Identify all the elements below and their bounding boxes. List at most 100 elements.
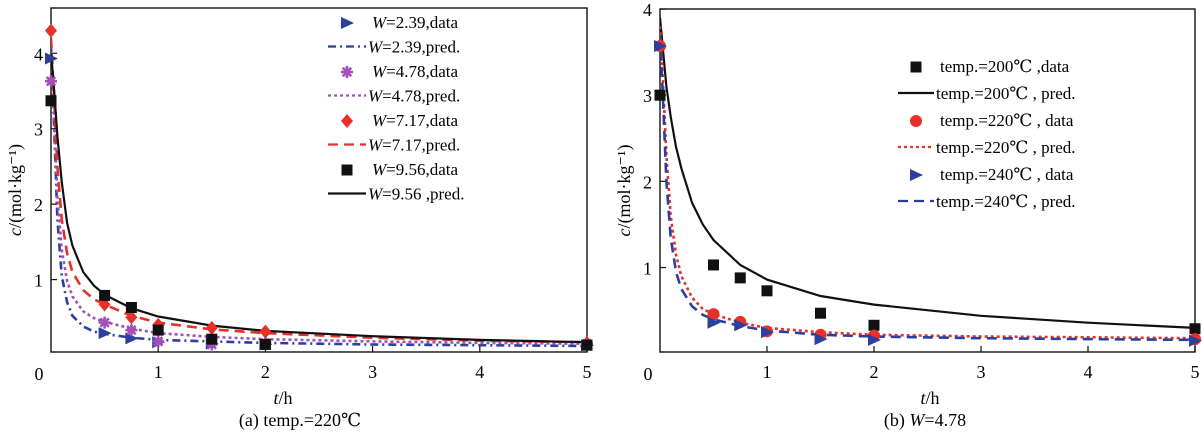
data-point <box>125 301 137 313</box>
origin-tick-label: 0 <box>35 364 44 384</box>
y-tick-label: 4 <box>643 0 652 20</box>
pred-line-2 <box>51 45 587 345</box>
data-point <box>761 285 773 297</box>
data-point <box>152 324 164 336</box>
plot-area <box>660 17 1195 342</box>
y-tick-label: 2 <box>34 195 43 215</box>
legend: W=2.39,data W=2.39,pred. W=4.78,data W=4.78… <box>328 13 464 204</box>
x-tick-label: 1 <box>763 362 772 382</box>
data-points-3 <box>654 40 1202 347</box>
legend-label-pred: W=9.56 ,pred. <box>368 185 464 204</box>
legend-marker <box>341 114 353 128</box>
asterisk-stroke <box>126 324 137 336</box>
chart-panel-b: 1 2 3 4 5 0 1 2 3 4 t/h c/(mol·kg⁻¹) (b) W=4.78 temp.… <box>614 0 1202 431</box>
data-point <box>1189 323 1201 335</box>
data-point <box>814 333 828 346</box>
pred-line-2 <box>660 26 1195 340</box>
data-point <box>734 272 746 284</box>
data-point <box>654 40 667 53</box>
data-point <box>125 332 139 345</box>
legend-label-data: W=2.39,data <box>372 13 459 32</box>
legend-label-data: W=7.17,data <box>372 111 459 130</box>
data-point <box>45 75 57 88</box>
legend-label-data: W=9.56,data <box>372 160 459 179</box>
plot-frame <box>659 8 1196 353</box>
x-tick-label: 4 <box>475 362 484 382</box>
data-point <box>815 307 826 319</box>
legend-label-pred: W=7.17,pred. <box>368 136 460 155</box>
x-axis-title: t/h <box>273 388 292 408</box>
x-tick-label: 3 <box>977 362 986 382</box>
y-tick-label: 4 <box>34 44 43 64</box>
pred-line-3 <box>660 34 1195 342</box>
x-tick-label: 4 <box>1084 362 1093 382</box>
data-point <box>707 316 721 329</box>
x-tick-label: 2 <box>261 362 270 382</box>
data-point <box>868 319 880 331</box>
legend-label-pred: W=2.39,pred. <box>368 38 460 57</box>
legend-label-data: temp.=240℃ , data <box>940 165 1074 184</box>
legend-marker <box>341 164 353 176</box>
legend-label-pred: temp.=220℃ , pred. <box>936 138 1076 157</box>
data-point <box>99 289 111 301</box>
y-axis-title: c/(mol·kg⁻¹) <box>5 144 26 236</box>
y-tick-label: 3 <box>34 120 43 140</box>
data-points-1 <box>654 89 1201 335</box>
data-point <box>205 320 218 335</box>
asterisk-stroke <box>99 317 110 328</box>
data-point <box>152 335 165 348</box>
data-point <box>654 89 666 101</box>
plot-area <box>51 38 587 348</box>
legend-marker <box>910 61 922 73</box>
legend-label-data: temp.=220℃ , data <box>940 111 1074 130</box>
data-point <box>45 95 57 107</box>
data-point <box>761 326 774 339</box>
data-point <box>125 310 138 325</box>
chart-panel-a: 1 2 3 4 5 0 1 2 3 4 t/h c/(mol·kg⁻¹) (a) temp.=220℃ W… <box>5 7 594 431</box>
y-tick-label: 1 <box>34 271 43 291</box>
x-tick-label: 5 <box>583 362 592 382</box>
legend-label-pred: W=4.78,pred. <box>368 87 460 106</box>
asterisk-stroke <box>341 66 353 78</box>
legend-label-data: temp.=200℃ ,data <box>940 57 1070 76</box>
data-point <box>98 327 112 340</box>
data-point <box>734 319 748 332</box>
legend-marker <box>341 66 353 78</box>
pred-line-1 <box>660 17 1195 329</box>
x-tick-label: 2 <box>870 362 879 382</box>
legend-marker <box>341 17 354 29</box>
x-tick-label: 3 <box>368 362 377 382</box>
legend-label-pred: temp.=200℃ , pred. <box>936 84 1076 103</box>
legend-marker <box>910 169 923 181</box>
panel-caption: (b) W=4.78 <box>884 410 966 431</box>
data-point <box>581 339 593 351</box>
y-tick-label: 1 <box>643 259 652 279</box>
plot-frame <box>50 7 588 353</box>
pred-line-3 <box>51 38 587 344</box>
data-point <box>868 333 881 346</box>
y-axis-title: c/(mol·kg⁻¹) <box>614 145 635 237</box>
x-tick-label: 1 <box>154 362 163 382</box>
data-point <box>1189 334 1202 347</box>
data-point <box>98 297 111 312</box>
legend-label-data: W=4.78,data <box>372 62 459 81</box>
data-points-4 <box>45 95 593 351</box>
data-point <box>259 338 271 350</box>
x-axis-title: t/h <box>920 388 939 408</box>
panel-caption: (a) temp.=220℃ <box>239 410 361 431</box>
asterisk-stroke <box>153 336 164 347</box>
legend-label-pred: temp.=240℃ , pred. <box>936 192 1076 211</box>
pred-line-1 <box>51 45 587 348</box>
legend-marker <box>910 115 922 127</box>
data-point <box>708 259 719 271</box>
data-point <box>206 333 218 345</box>
data-point <box>125 324 138 337</box>
data-point <box>45 23 57 38</box>
y-tick-label: 2 <box>643 172 652 192</box>
data-points-3 <box>45 23 593 350</box>
y-tick-label: 3 <box>643 86 652 106</box>
legend: temp.=200℃ ,data temp.=200℃ , pred. temp.=… <box>898 57 1076 211</box>
pred-line-4 <box>51 53 587 344</box>
